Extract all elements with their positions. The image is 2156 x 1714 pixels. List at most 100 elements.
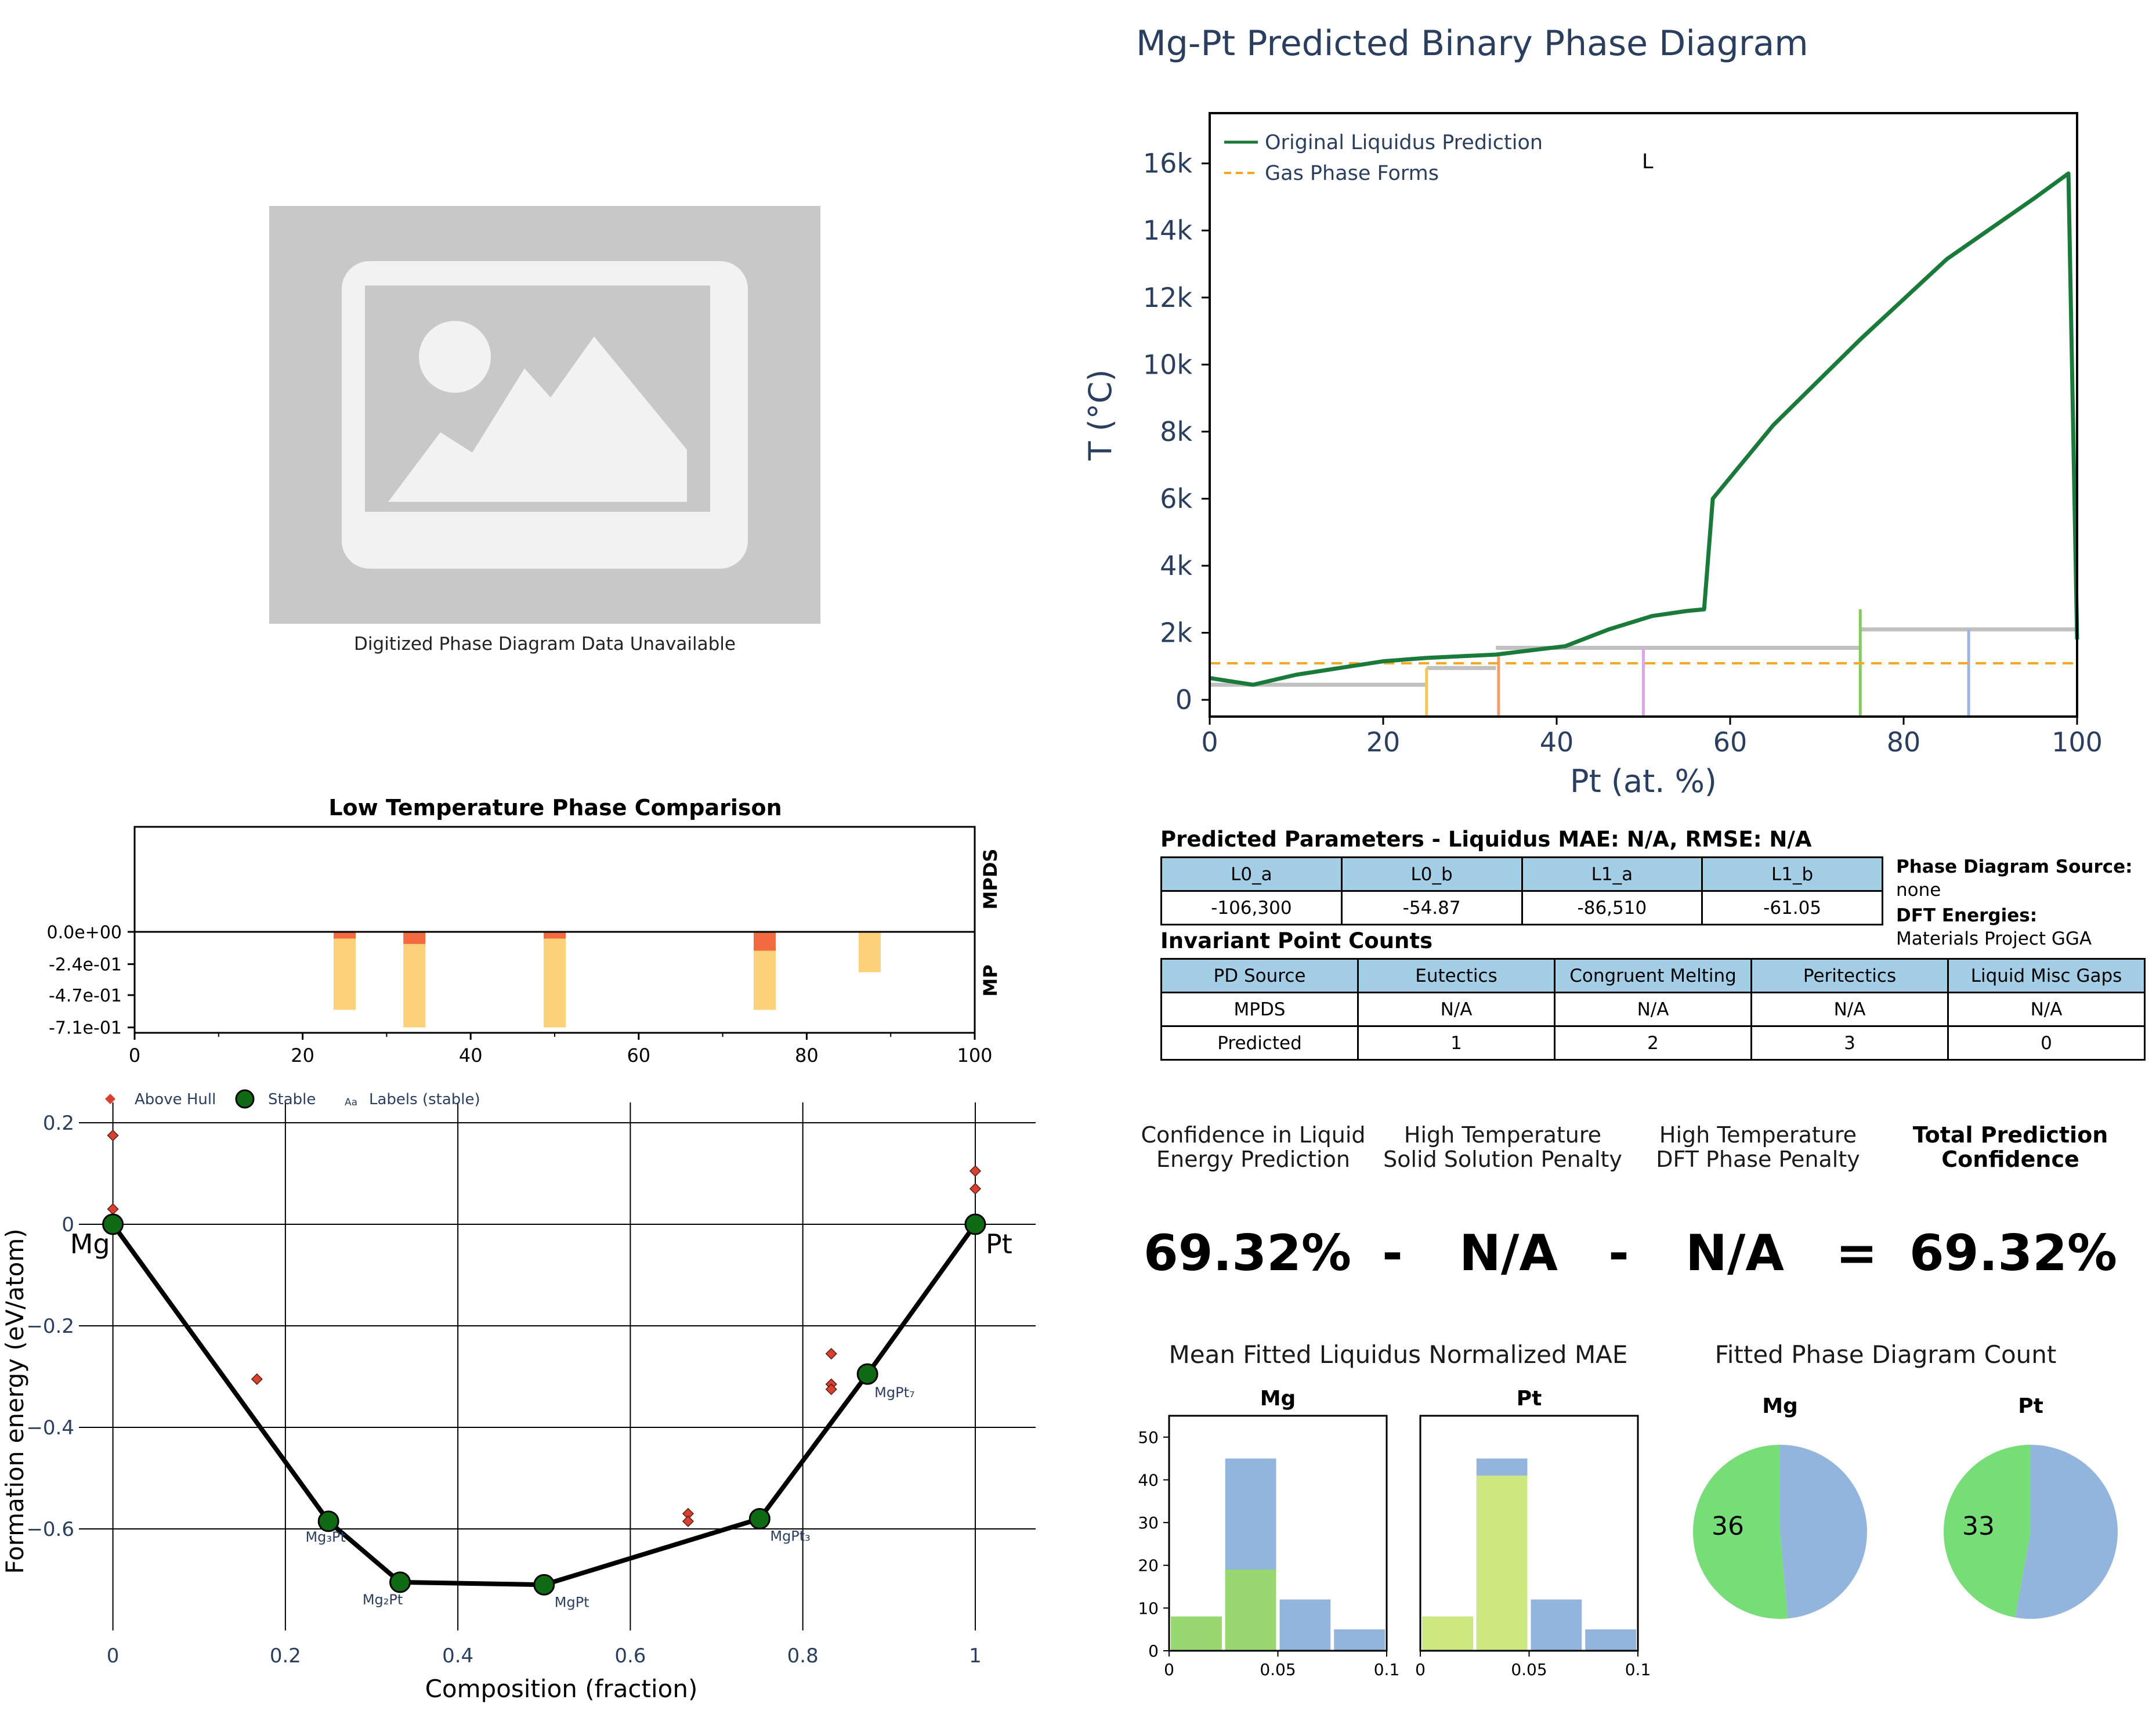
hist-bar-overlay [1422,1617,1473,1651]
invariant-cell: 0 [1947,1025,2146,1061]
legend-above-hull-swatch [105,1094,115,1104]
solid-solution-line1: High Temperature [1403,1122,1602,1148]
invariant-header: PD Source [1160,958,1359,993]
stable-label: Pt [986,1228,1012,1260]
phase-diagram-title: Mg-Pt Predicted Binary Phase Diagram [1136,23,1808,64]
legend-labels-label: Labels (stable) [369,1091,480,1108]
y-tick-label: 14k [1143,215,1193,246]
invariant-cell: 1 [1357,1025,1555,1061]
params-value: -54.87 [1340,890,1523,925]
mae-title: Mean Fitted Liquidus Normalized MAE [1169,1340,1628,1369]
invariant-table: PD Source Eutectics Congruent Melting Pe… [1160,958,2146,1061]
confidence-liquid-header: Confidence in Liquid Energy Prediction [1126,1123,1381,1171]
solid-solution-header: High Temperature Solid Solution Penalty [1375,1123,1630,1171]
hist-panel-title: Pt [1517,1387,1542,1411]
x-tick-label: 0.05 [1511,1660,1547,1679]
mp-bar-top [334,931,356,939]
pd-source-value: none [1896,880,1941,901]
liquidus-line [1209,171,2079,687]
stable-point [748,1508,770,1529]
dft-penalty-line2: DFT Phase Penalty [1656,1147,1860,1172]
pie-slice-green [1944,1445,2031,1618]
x-axis-label: Composition (fraction) [425,1675,698,1703]
mp-bar [334,938,356,1010]
operator-equals: = [1835,1224,1878,1282]
total-confidence-header: Total Prediction Confidence [1883,1123,2138,1171]
y-tick-label: 0.0e+00 [47,923,122,943]
y-tick-label: 30 [1138,1513,1159,1532]
legend-liquidus-label: Original Liquidus Prediction [1265,131,1543,154]
stable-point [964,1213,986,1235]
mp-bar [754,950,776,1010]
stable-point [533,1574,555,1596]
x-tick-label: 60 [627,1044,650,1066]
y-tick-label: −0.6 [26,1518,74,1541]
stable-label: Mg [70,1228,110,1260]
x-tick-label: 40 [459,1044,483,1066]
y-tick-label: 50 [1138,1428,1159,1447]
x-tick-label: 0.1 [1625,1660,1651,1679]
x-tick-label: 80 [1887,726,1921,758]
operator-minus-1: - [1382,1224,1403,1282]
confidence-liquid-line1: Confidence in Liquid [1141,1122,1366,1148]
params-header: L0_a [1160,856,1343,892]
total-confidence-value: 69.32% [1909,1224,2118,1282]
dft-value: Materials Project GGA [1896,928,2092,949]
y-tick-label: 8k [1160,416,1192,447]
x-tick-label: 0 [129,1044,140,1066]
invariant-cell: N/A [1357,992,1555,1027]
low-temp-chart: 0 20 40 60 80 100 0.0e+00 -2.4e-01 -4.7e-01 -7.1e… [47,826,1001,1066]
stable-label: Mg₂Pt [363,1592,403,1608]
invariant-cell: Predicted [1160,1025,1359,1061]
params-header: L1_b [1701,856,1883,892]
dft-penalty-line1: High Temperature [1659,1122,1857,1148]
invariant-cell: N/A [1750,992,1949,1027]
y-tick-label: -4.7e-01 [49,986,122,1006]
y-tick-label: 40 [1138,1470,1159,1489]
y-tick-label: −0.2 [26,1315,74,1338]
x-tick-label: 0.6 [614,1644,646,1668]
legend-above-hull-label: Above Hull [135,1091,216,1108]
pie-title: Mg [1762,1394,1798,1418]
placeholder-image [269,206,820,624]
invariant-cell: MPDS [1160,992,1359,1027]
legend-gas-label: Gas Phase Forms [1265,162,1439,185]
invariant-cell: N/A [1554,992,1752,1027]
region-label: L [1642,150,1654,173]
operator-minus-2: - [1608,1224,1629,1282]
params-value: -106,300 [1160,890,1343,925]
invariant-header: Eutectics [1357,958,1555,993]
y-tick-label: 0 [62,1213,74,1236]
above-hull-marker [682,1515,694,1527]
x-tick-label: 60 [1713,726,1748,758]
stable-label: MgPt₃ [770,1528,810,1545]
legend-stable-swatch [235,1089,255,1109]
x-tick-label: 0 [107,1644,120,1668]
right-label-mpds: MPDS [979,849,1001,910]
pie-slice-blue [1780,1445,1868,1619]
invariant-header: Congruent Melting [1554,958,1752,993]
invariant-cell: 2 [1554,1025,1752,1061]
mp-bar-top [403,931,426,944]
params-table: L0_a L0_b L1_a L1_b -106,300 -54.87 -86,… [1160,856,1883,925]
total-confidence-line2: Confidence [1941,1147,2079,1172]
hist-bar-overlay [1476,1476,1528,1651]
legend-labels-swatch: Aa [345,1097,357,1108]
x-tick-label: 100 [2052,726,2103,758]
hist-bar-blue [1334,1629,1385,1651]
above-hull-marker [825,1383,837,1395]
hist-bar-blue [1531,1599,1582,1651]
params-header: L0_b [1340,856,1523,892]
right-label-mp: MP [979,964,1001,996]
mp-bar [859,931,881,972]
x-tick-label: 0 [1201,726,1218,758]
y-tick-label: 6k [1160,483,1192,514]
pie-label: 33 [1962,1511,1995,1541]
above-hull-marker [107,1129,119,1141]
mp-bar-top [754,931,776,951]
params-value: -86,510 [1521,890,1703,925]
above-hull-marker [825,1348,837,1360]
stable-point [389,1571,411,1593]
x-tick-label: 40 [1540,726,1574,758]
y-axis-label: Formation energy (eV/atom) [1,1228,29,1574]
